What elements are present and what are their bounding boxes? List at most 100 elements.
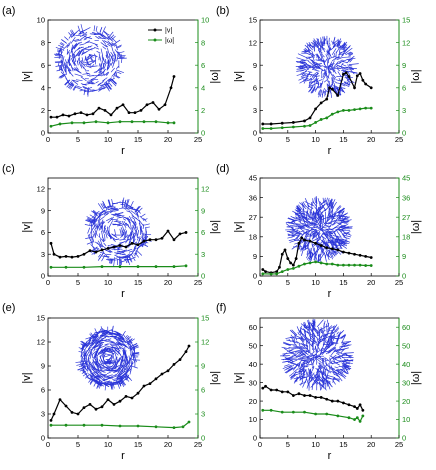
panel-d-y-right-tick-label: 9 bbox=[402, 252, 406, 261]
fiber-stroke bbox=[114, 254, 119, 257]
panel-d-series-v-point bbox=[325, 246, 329, 250]
panel-d-series-v-point bbox=[264, 270, 267, 274]
fiber-stroke bbox=[323, 320, 326, 327]
fiber-stroke bbox=[85, 65, 92, 69]
fiber-stroke bbox=[87, 79, 94, 82]
fiber-stroke bbox=[324, 357, 328, 367]
panel-d-series-v-point bbox=[342, 250, 345, 254]
fiber-stroke bbox=[97, 222, 101, 230]
fiber-stroke bbox=[335, 250, 339, 254]
panel-f-y-right-tick-label: 50 bbox=[402, 341, 410, 350]
panel-d-series-omega-point bbox=[358, 263, 362, 267]
panel-e-series-v-point bbox=[166, 369, 170, 373]
panel-f-y-left-tick-label: 0 bbox=[253, 434, 257, 443]
panel-a-series-v-point bbox=[145, 103, 149, 107]
panel-c-x-tick-label: 10 bbox=[104, 278, 112, 287]
fiber-stroke bbox=[320, 53, 325, 58]
fiber-stroke bbox=[55, 65, 62, 67]
fiber-stroke bbox=[134, 229, 137, 237]
fiber-stroke bbox=[114, 212, 123, 215]
sphere-inset-image bbox=[75, 325, 141, 391]
fiber-stroke bbox=[297, 355, 301, 358]
panel-e-x-tick-label: 20 bbox=[164, 440, 172, 449]
fiber-stroke bbox=[304, 243, 307, 249]
fiber-stroke bbox=[309, 369, 312, 376]
fiber-stroke bbox=[282, 360, 290, 363]
fiber-stroke bbox=[87, 219, 94, 223]
fiber-stroke bbox=[328, 50, 330, 60]
fiber-stroke bbox=[309, 86, 314, 92]
panel-c-series-v-point bbox=[130, 241, 134, 245]
panel-f-series-v-point bbox=[358, 403, 362, 407]
fiber-stroke bbox=[342, 44, 348, 50]
fiber-stroke bbox=[115, 69, 124, 74]
fiber-stroke bbox=[335, 327, 340, 333]
fiber-stroke bbox=[317, 347, 324, 353]
panel-c-y-left-tick-label: 3 bbox=[41, 250, 45, 259]
fiber-stroke bbox=[139, 215, 145, 221]
panel-e-series-v-point bbox=[106, 398, 110, 401]
fiber-stroke bbox=[320, 246, 323, 255]
fiber-stroke bbox=[302, 348, 309, 356]
fiber-stroke bbox=[310, 86, 316, 94]
panel-d-y-left-tick-label: 36 bbox=[249, 193, 257, 202]
fiber-stroke bbox=[298, 343, 303, 350]
panel-f-series-omega-point bbox=[358, 419, 362, 423]
fiber-stroke bbox=[105, 32, 111, 39]
fiber-stroke bbox=[125, 336, 132, 342]
fiber-stroke bbox=[83, 365, 89, 372]
panel-e-x-tick-label: 5 bbox=[76, 440, 80, 449]
fiber-stroke bbox=[311, 53, 315, 62]
fiber-stroke bbox=[96, 335, 104, 342]
fiber-stroke bbox=[101, 350, 108, 354]
fiber-stroke bbox=[93, 371, 97, 376]
fiber-stroke bbox=[117, 224, 123, 227]
fiber-stroke bbox=[327, 210, 332, 217]
fiber-stroke bbox=[81, 344, 88, 355]
fiber-stroke bbox=[341, 238, 351, 243]
panel-a-y-left-tick-label: 10 bbox=[37, 16, 45, 25]
panel-f-series-v-point bbox=[275, 388, 279, 392]
fiber-stroke bbox=[68, 57, 71, 66]
fiber-stroke bbox=[110, 258, 113, 264]
panel-a-x-tick-label: 20 bbox=[164, 135, 172, 144]
panel-c-series-omega-point bbox=[154, 265, 158, 268]
panel-f-series-omega-point bbox=[347, 416, 351, 420]
fiber-stroke bbox=[74, 43, 79, 47]
fiber-stroke bbox=[105, 259, 111, 261]
fiber-stroke bbox=[61, 64, 66, 73]
fiber-stroke bbox=[328, 335, 337, 342]
fiber-stroke bbox=[333, 61, 339, 68]
panel-c-series-v-point bbox=[70, 255, 74, 259]
fiber-stroke bbox=[288, 231, 297, 236]
fiber-stroke bbox=[76, 67, 79, 70]
fiber-stroke bbox=[306, 204, 314, 210]
fiber-stroke bbox=[296, 205, 302, 211]
panel-a-y-right-axis-label: |ω| bbox=[209, 69, 221, 83]
fiber-stroke bbox=[288, 347, 294, 349]
fiber-stroke bbox=[124, 373, 133, 381]
fiber-stroke bbox=[57, 50, 62, 53]
fiber-stroke bbox=[70, 57, 75, 65]
fiber-stroke bbox=[98, 340, 102, 343]
fiber-stroke bbox=[298, 359, 311, 362]
fiber-stroke bbox=[58, 44, 64, 49]
fiber-stroke bbox=[320, 348, 322, 356]
fiber-stroke bbox=[103, 73, 108, 76]
fiber-stroke bbox=[111, 259, 113, 264]
panel-d-y-right-axis-label: |ω| bbox=[410, 220, 422, 234]
panel-f-series-omega-point bbox=[353, 418, 356, 421]
fiber-stroke bbox=[333, 75, 337, 79]
panel-a-series-v-line bbox=[51, 76, 175, 118]
fiber-stroke bbox=[331, 202, 334, 209]
fiber-stroke bbox=[330, 65, 339, 71]
fiber-stroke bbox=[77, 71, 82, 74]
fiber-stroke bbox=[317, 90, 320, 96]
fiber-stroke bbox=[115, 356, 122, 366]
fiber-stroke bbox=[110, 208, 119, 210]
fiber-stroke bbox=[134, 226, 137, 230]
fiber-stroke bbox=[110, 61, 114, 66]
fiber-stroke bbox=[144, 242, 147, 246]
fiber-stroke bbox=[118, 334, 125, 342]
fiber-stroke bbox=[93, 209, 99, 215]
